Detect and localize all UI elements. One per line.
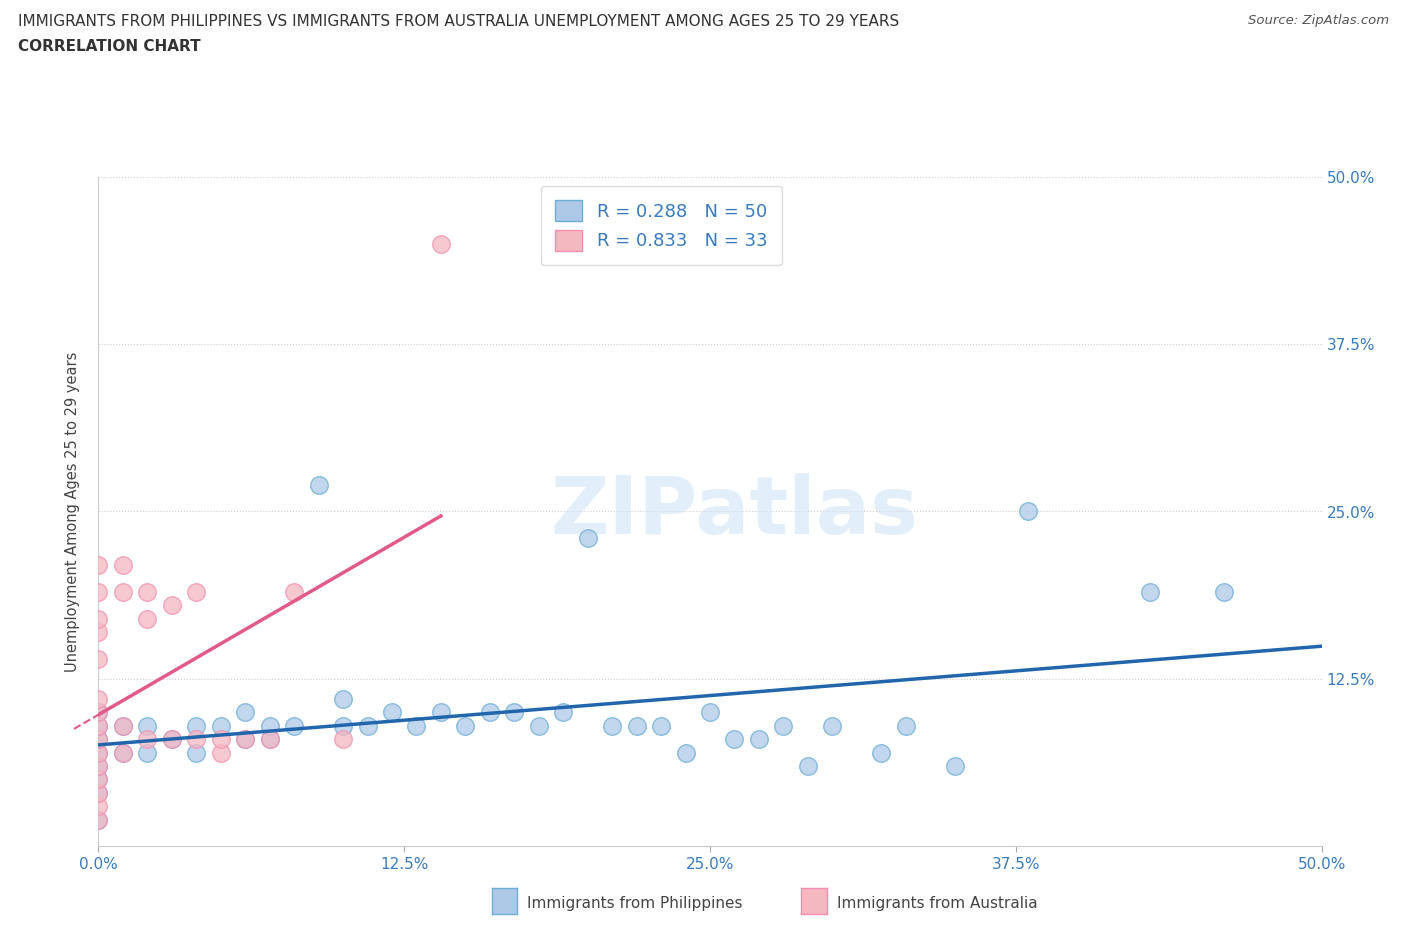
Point <box>259 718 281 733</box>
Text: IMMIGRANTS FROM PHILIPPINES VS IMMIGRANTS FROM AUSTRALIA UNEMPLOYMENT AMONG AGES: IMMIGRANTS FROM PHILIPPINES VS IMMIGRANT… <box>18 14 900 29</box>
Point <box>553 705 575 720</box>
Point <box>87 799 110 814</box>
Point <box>748 732 770 747</box>
Text: ZIPatlas: ZIPatlas <box>550 472 918 551</box>
Point <box>870 745 893 760</box>
Point <box>87 705 110 720</box>
Point <box>87 611 110 626</box>
Point <box>87 718 110 733</box>
Point <box>87 759 110 774</box>
Point <box>233 705 256 720</box>
Point <box>87 772 110 787</box>
Point <box>111 745 134 760</box>
Point <box>160 598 183 613</box>
Point <box>87 732 110 747</box>
Point <box>600 718 623 733</box>
Point <box>87 718 110 733</box>
Point <box>259 732 281 747</box>
Point <box>111 718 134 733</box>
Point <box>1017 504 1039 519</box>
Point <box>111 584 134 599</box>
Point <box>87 772 110 787</box>
Point <box>87 732 110 747</box>
Point <box>797 759 820 774</box>
Point <box>136 611 159 626</box>
Point <box>160 732 183 747</box>
Point <box>478 705 501 720</box>
Point <box>136 745 159 760</box>
Point <box>943 759 966 774</box>
Point <box>772 718 794 733</box>
Point <box>233 732 256 747</box>
Point <box>87 745 110 760</box>
Point <box>283 584 305 599</box>
Point <box>675 745 697 760</box>
Text: Immigrants from Australia: Immigrants from Australia <box>837 896 1038 910</box>
Point <box>87 745 110 760</box>
Point <box>332 732 354 747</box>
Point <box>186 745 208 760</box>
Point <box>209 732 232 747</box>
Point <box>136 718 159 733</box>
Text: CORRELATION CHART: CORRELATION CHART <box>18 39 201 54</box>
Point <box>87 759 110 774</box>
Point <box>111 718 134 733</box>
Point <box>626 718 648 733</box>
Point <box>136 732 159 747</box>
Point <box>894 718 917 733</box>
Point <box>821 718 844 733</box>
Point <box>87 584 110 599</box>
Point <box>699 705 721 720</box>
Point <box>111 558 134 573</box>
Point <box>430 236 453 251</box>
Legend: R = 0.288   N = 50, R = 0.833   N = 33: R = 0.288 N = 50, R = 0.833 N = 33 <box>540 186 782 265</box>
Point <box>308 477 330 492</box>
Point <box>503 705 526 720</box>
Point <box>87 812 110 827</box>
Point <box>160 732 183 747</box>
Point <box>1139 584 1161 599</box>
Point <box>87 785 110 800</box>
Point <box>87 705 110 720</box>
Point <box>332 692 354 707</box>
Text: Immigrants from Philippines: Immigrants from Philippines <box>527 896 742 910</box>
Point <box>136 584 159 599</box>
Point <box>259 732 281 747</box>
Point <box>87 625 110 640</box>
Point <box>283 718 305 733</box>
Point <box>87 785 110 800</box>
Point <box>332 718 354 733</box>
Point <box>87 812 110 827</box>
Point <box>233 732 256 747</box>
Text: Source: ZipAtlas.com: Source: ZipAtlas.com <box>1249 14 1389 27</box>
Y-axis label: Unemployment Among Ages 25 to 29 years: Unemployment Among Ages 25 to 29 years <box>65 352 80 671</box>
Point <box>87 558 110 573</box>
Point <box>186 584 208 599</box>
Point <box>186 718 208 733</box>
Point <box>381 705 404 720</box>
Point <box>576 531 599 546</box>
Point <box>111 745 134 760</box>
Point <box>186 732 208 747</box>
Point <box>87 692 110 707</box>
Point <box>87 651 110 666</box>
Point <box>209 718 232 733</box>
Point <box>209 745 232 760</box>
Point <box>405 718 427 733</box>
Point <box>356 718 378 733</box>
Point <box>650 718 672 733</box>
Point <box>1212 584 1234 599</box>
Point <box>430 705 453 720</box>
Point <box>723 732 745 747</box>
Point <box>527 718 550 733</box>
Point <box>454 718 477 733</box>
